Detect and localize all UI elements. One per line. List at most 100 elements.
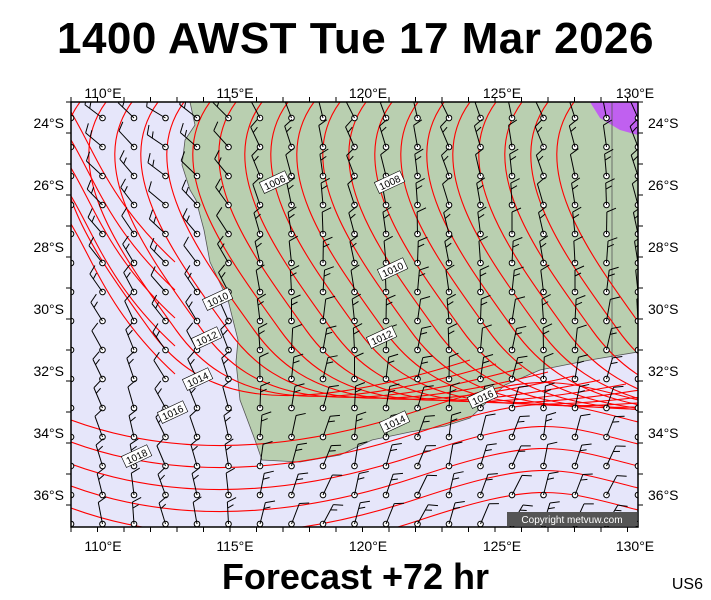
wind-barb — [603, 207, 617, 238]
wind-barb — [317, 102, 327, 122]
wind-barb — [215, 178, 232, 209]
wind-barb — [602, 119, 613, 151]
wind-barb — [124, 293, 138, 325]
wind-barb — [603, 445, 626, 470]
wind-barb — [319, 266, 334, 296]
wind-barb — [603, 266, 619, 296]
wind-barb — [126, 351, 138, 383]
wind-barb — [319, 504, 344, 527]
lon-label-top: 115°E — [216, 85, 253, 101]
wind-barb — [382, 235, 393, 267]
wind-barb — [382, 294, 396, 325]
wind-barb — [254, 235, 264, 267]
wind-barb — [603, 475, 627, 499]
wind-barb — [71, 162, 75, 180]
wind-barb — [183, 236, 201, 267]
wind-barb — [125, 322, 138, 354]
wind-barb — [319, 325, 337, 354]
wind-barb — [148, 209, 169, 238]
wind-barb — [182, 208, 201, 238]
wind-barb — [445, 500, 465, 527]
wind-barb — [477, 354, 494, 383]
wind-barb — [508, 296, 526, 325]
wind-barb — [508, 325, 527, 354]
wind-barb — [319, 207, 332, 238]
region-code: US6 — [671, 576, 703, 593]
lon-label-top: 110°E — [84, 85, 121, 101]
wind-barb — [256, 381, 271, 412]
wind-barb — [506, 102, 516, 122]
wind-barb — [382, 502, 405, 527]
wind-barb — [382, 206, 392, 238]
wind-barb — [414, 325, 432, 354]
isobar — [166, 102, 575, 400]
isobar-label-box — [190, 326, 223, 350]
lon-label-bottom: 120°E — [349, 538, 387, 554]
wind-barb — [94, 409, 106, 441]
wind-barb — [256, 441, 273, 470]
lon-label-top: 120°E — [349, 85, 387, 101]
wind-barb — [179, 123, 201, 151]
wind-barb — [351, 470, 369, 499]
wind-barb — [150, 266, 169, 296]
wind-barb — [351, 323, 363, 354]
wind-barb — [251, 148, 264, 180]
wind-barb — [445, 382, 460, 412]
isobar-label-box — [156, 400, 189, 424]
wind-barb — [349, 235, 359, 267]
wind-barb — [414, 177, 425, 209]
wind-barb — [255, 264, 265, 296]
wind-barb — [508, 237, 523, 267]
wind-barb — [382, 383, 400, 412]
wind-barb — [571, 206, 582, 238]
wind-barb — [571, 265, 585, 296]
wind-barb — [438, 102, 453, 122]
wind-barb — [284, 119, 295, 151]
wind-barb — [571, 324, 587, 354]
lat-label-left: 28°S — [33, 239, 64, 255]
wind-barb — [603, 178, 615, 209]
wind-barb — [71, 275, 75, 296]
wind-barb — [88, 236, 106, 267]
wind-barb — [185, 293, 201, 325]
wind-barb — [71, 247, 75, 267]
wind-barb — [216, 207, 232, 238]
wind-barb — [223, 409, 233, 441]
wind-barb — [351, 293, 361, 325]
isobar — [71, 425, 638, 490]
forecast-title: 1400 AWST Tue 17 Mar 2026 — [56, 14, 654, 63]
wind-barb — [319, 414, 341, 441]
wind-barb — [156, 438, 169, 470]
wind-barb — [180, 151, 201, 180]
wind-barb — [477, 265, 490, 296]
wind-barb — [288, 235, 298, 267]
wind-barb — [288, 265, 300, 296]
isobar-label-box — [181, 367, 214, 391]
low-pressure-patch — [590, 102, 638, 135]
wind-barb — [445, 411, 462, 441]
wind-barb — [319, 355, 338, 383]
wind-barb — [441, 148, 453, 180]
wind-barb — [351, 352, 364, 383]
lat-label-left: 32°S — [33, 363, 64, 379]
wind-barb — [350, 264, 360, 296]
wind-barb — [184, 265, 201, 296]
wind-barb — [120, 178, 138, 209]
wind-barb — [571, 236, 583, 267]
wind-barb — [445, 323, 458, 354]
lon-label-bottom: 115°E — [216, 538, 253, 554]
wind-barb — [85, 123, 106, 151]
wind-barb — [85, 151, 106, 180]
isobar — [348, 102, 638, 410]
wind-barb — [414, 355, 433, 383]
wind-barb — [344, 102, 358, 122]
wind-barb — [603, 355, 623, 383]
copyright-box — [507, 512, 637, 526]
wind-barb — [225, 497, 237, 527]
wind-barb — [224, 438, 234, 470]
wind-barbs — [71, 102, 638, 527]
wind-barb — [256, 352, 269, 383]
wind-barb — [414, 207, 427, 238]
wind-barb — [445, 352, 459, 383]
wind-barb — [603, 296, 620, 325]
